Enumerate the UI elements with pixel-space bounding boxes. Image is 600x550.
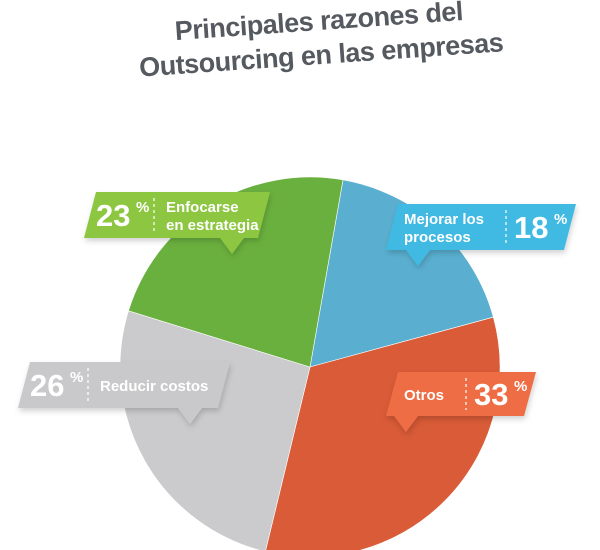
percent-sign: % [554, 211, 567, 228]
slice-value-label: 26 [30, 368, 64, 403]
label-callout-otros: 33 % Otros [386, 372, 536, 432]
slice-category-label: Reducir costos [100, 378, 208, 395]
slice-value-label: 33 [474, 377, 508, 412]
slice-category-label: Enfocarse [166, 199, 239, 216]
label-callout-reducir-costos: 26 % Reducir costos [18, 362, 230, 424]
percent-sign: % [514, 378, 527, 395]
percent-sign: % [136, 199, 149, 216]
slice-value-label: 23 [96, 198, 130, 233]
slice-category-label: Otros [404, 387, 444, 404]
slice-category-label: en estrategia [166, 217, 259, 234]
slice-category-label: procesos [404, 229, 471, 246]
slice-category-label: Mejorar los [404, 211, 484, 228]
percent-sign: % [70, 369, 83, 386]
slice-value-label: 18 [514, 210, 548, 245]
